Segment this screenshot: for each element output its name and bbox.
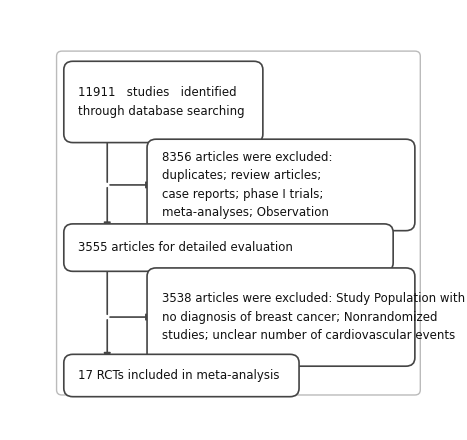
Text: 17 RCTs included in meta-analysis: 17 RCTs included in meta-analysis: [78, 369, 280, 382]
FancyBboxPatch shape: [64, 354, 299, 397]
FancyBboxPatch shape: [64, 61, 263, 143]
Text: 11911   studies   identified
through database searching: 11911 studies identified through databas…: [78, 86, 245, 117]
FancyBboxPatch shape: [64, 224, 393, 271]
FancyBboxPatch shape: [147, 268, 415, 366]
Text: 8356 articles were excluded:
duplicates; review articles;
case reports; phase I : 8356 articles were excluded: duplicates;…: [162, 150, 332, 219]
FancyBboxPatch shape: [147, 139, 415, 231]
Text: 3555 articles for detailed evaluation: 3555 articles for detailed evaluation: [78, 241, 293, 254]
Text: 3538 articles were excluded: Study Population with
no diagnosis of breast cancer: 3538 articles were excluded: Study Popul…: [162, 292, 465, 342]
